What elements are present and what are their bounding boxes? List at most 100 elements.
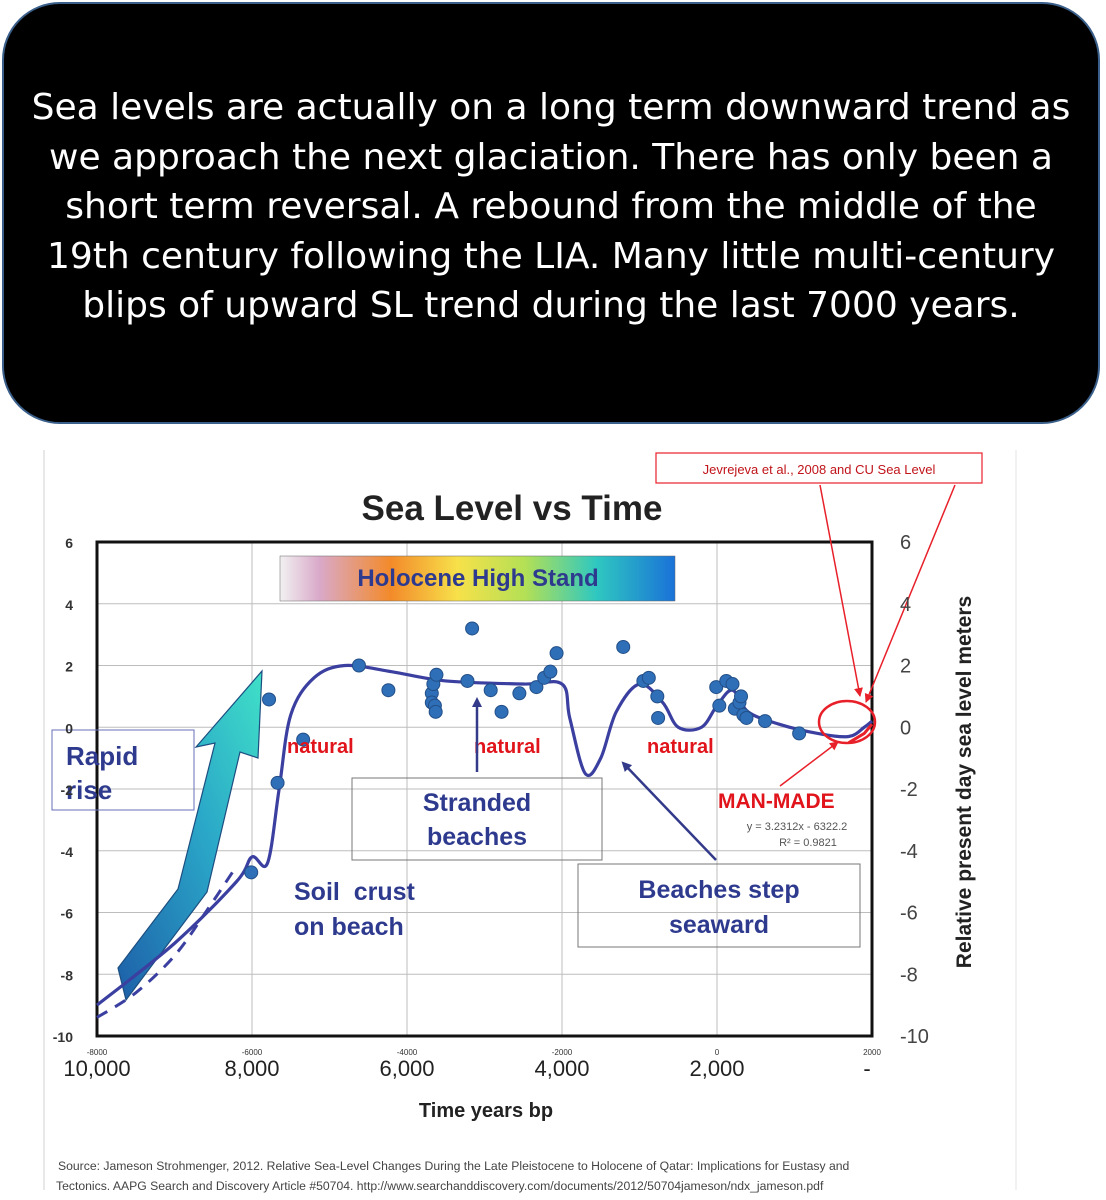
data-point xyxy=(709,680,724,695)
y-tick-right: 4 xyxy=(900,594,911,616)
caption-text: Sea levels are actually on a long term d… xyxy=(31,87,1071,327)
rapid-rise-label-2: rise xyxy=(66,775,112,805)
data-point xyxy=(428,704,443,719)
source-line-2: Tectonics. AAPG Search and Discovery Art… xyxy=(56,1179,824,1193)
y-axis-label: Relative present day sea level meters xyxy=(953,596,976,968)
x-tick-small: 0 xyxy=(715,1048,720,1057)
man-made-series-line xyxy=(847,723,874,744)
y-tick-left: -4 xyxy=(61,844,74,860)
x-tick-small: -4000 xyxy=(397,1048,418,1057)
man-made-arrow xyxy=(779,741,839,787)
data-point xyxy=(460,673,475,688)
data-point xyxy=(262,692,277,707)
rapid-rise-box xyxy=(51,729,195,811)
data-point xyxy=(270,775,285,790)
data-point xyxy=(429,667,444,682)
x-tick-small: -6000 xyxy=(242,1048,263,1057)
natural-label-1: natural xyxy=(287,736,354,758)
holocene-banner xyxy=(279,555,676,602)
x-tick-large: 4,000 xyxy=(534,1056,589,1081)
x-tick-small: -8000 xyxy=(87,1048,108,1057)
y-tick-left: 4 xyxy=(65,597,73,613)
axis-ticks: -800010,000-60008,000-40006,000-20004,00… xyxy=(53,532,929,1081)
data-point xyxy=(351,658,366,673)
x-tick-large: 2,000 xyxy=(689,1056,744,1081)
rapid-rise-label-1: Rapid xyxy=(66,741,138,771)
soil-label-2: on beach xyxy=(294,913,404,941)
sea-level-chart: Sea Level vs Time Holocene High Stand Ra… xyxy=(43,450,1017,1193)
x-tick-small: 2000 xyxy=(863,1048,881,1057)
data-point xyxy=(725,677,740,692)
beaches-step-label-1: Beaches step xyxy=(638,876,799,904)
y-tick-right: -2 xyxy=(900,779,918,801)
y-tick-left: -8 xyxy=(61,967,74,983)
data-point xyxy=(734,689,749,704)
x-tick-small: -2000 xyxy=(552,1048,573,1057)
x-tick-large: 10,000 xyxy=(63,1056,130,1081)
data-point xyxy=(792,726,807,741)
beaches-step-label-2: seaward xyxy=(669,911,769,939)
stranded-beaches-box xyxy=(351,777,603,861)
soil-label-1: Soil crust xyxy=(294,878,416,906)
stranded-label-2: beaches xyxy=(427,823,527,851)
x-tick-large: 6,000 xyxy=(379,1056,434,1081)
data-point xyxy=(712,698,727,713)
data-point xyxy=(381,683,396,698)
data-point xyxy=(549,646,564,661)
y-tick-left: -6 xyxy=(61,906,74,922)
data-point xyxy=(244,865,259,880)
x-tick-large: - xyxy=(863,1056,870,1081)
stranded-label-1: Stranded xyxy=(423,789,531,817)
data-point xyxy=(483,683,498,698)
dashed-line-layer xyxy=(96,865,238,1019)
recent-data-circle xyxy=(817,699,877,745)
data-points-layer xyxy=(244,621,807,880)
x-axis-label: Time years bp xyxy=(419,1100,553,1122)
y-tick-left: 0 xyxy=(65,720,73,736)
y-tick-left: -2 xyxy=(61,782,74,798)
r2-label: R² = 0.9821 xyxy=(779,837,837,849)
data-point xyxy=(512,686,527,701)
man-made-label: MAN-MADE xyxy=(718,790,835,813)
man-made-series-layer xyxy=(847,723,874,744)
y-tick-left: 6 xyxy=(65,535,73,551)
equation-label: y = 3.2312x - 6322.2 xyxy=(747,821,848,833)
caption-box: Sea levels are actually on a long term d… xyxy=(2,2,1100,424)
data-point xyxy=(739,710,754,725)
jevrejeva-arrow-1 xyxy=(819,484,863,697)
data-point xyxy=(543,664,558,679)
jevrejeva-label: Jevrejeva et al., 2008 and CU Sea Level xyxy=(703,462,936,477)
jevrejeva-arrow-2 xyxy=(864,484,956,703)
source-line-1: Source: Jameson Strohmenger, 2012. Relat… xyxy=(58,1159,849,1173)
data-point xyxy=(758,714,773,729)
data-point xyxy=(616,639,631,654)
plot-frame xyxy=(95,540,874,1038)
data-point xyxy=(650,689,665,704)
y-tick-right: -4 xyxy=(900,841,918,863)
natural-label-2: natural xyxy=(474,736,541,758)
data-point xyxy=(651,710,666,725)
y-tick-left: 2 xyxy=(65,659,73,675)
y-tick-right: -8 xyxy=(900,964,918,986)
x-tick-large: 8,000 xyxy=(224,1056,279,1081)
beaches-step-arrow xyxy=(621,761,717,861)
dashed-sea-level-line xyxy=(96,865,238,1019)
data-point xyxy=(296,732,311,747)
jevrejeva-box xyxy=(655,452,983,484)
chart-area: Sea Level vs Time Holocene High Stand Ra… xyxy=(0,440,1106,1200)
y-tick-left: -10 xyxy=(53,1029,73,1045)
data-point xyxy=(465,621,480,636)
y-tick-right: -6 xyxy=(900,903,918,925)
y-tick-right: -10 xyxy=(900,1026,929,1048)
chart-title: Sea Level vs Time xyxy=(362,489,663,528)
holocene-banner-label: Holocene High Stand xyxy=(357,565,598,592)
data-point xyxy=(641,670,656,685)
y-tick-right: 0 xyxy=(900,717,911,739)
y-tick-right: 6 xyxy=(900,532,911,554)
natural-label-3: natural xyxy=(647,736,714,758)
data-point xyxy=(494,704,509,719)
y-tick-right: 2 xyxy=(900,656,911,678)
beaches-step-box xyxy=(577,863,861,948)
rapid-rise-arrow xyxy=(117,669,263,1002)
data-point xyxy=(529,680,544,695)
